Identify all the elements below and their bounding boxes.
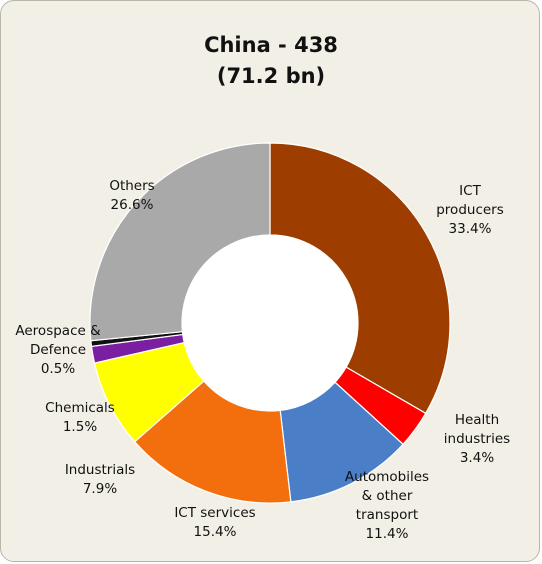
slice-ict [269, 142, 451, 415]
slice-label: Others 26.6% [92, 177, 172, 215]
slice-label: ICT services 15.4% [160, 504, 270, 542]
slice-label: Industrials 7.9% [50, 461, 150, 499]
slice-label-name: Others [109, 178, 155, 194]
slice-label: ICT producers 33.4% [420, 182, 520, 239]
slice-label: Automobiles & other transport 11.4% [332, 468, 442, 544]
slice-label-name: ICT services [174, 505, 256, 521]
slice-label-name: ICT producers [436, 183, 504, 218]
slice-label-value: 7.9% [82, 481, 118, 497]
slice-label: Aerospace & Defence 0.5% [2, 322, 114, 379]
slice-label-value: 0.5% [40, 361, 76, 377]
donut-hole [182, 235, 358, 411]
slice-label-value: 15.4% [193, 524, 237, 540]
slice-label: Health industries 3.4% [432, 411, 522, 468]
slice-label-name: Chemicals [45, 400, 115, 416]
chart-title: China - 438 [204, 33, 338, 57]
slice-ict-services [133, 380, 292, 504]
slice-others [89, 142, 271, 342]
slice-label-name: Industrials [64, 462, 136, 478]
slice-label-value: 33.4% [448, 221, 492, 237]
slice-label-name: Health industries [443, 412, 511, 447]
slice-label-value: 11.4% [365, 526, 409, 542]
slice-label-value: 26.6% [110, 197, 154, 213]
slice-label-name: Automobiles & other transport [344, 469, 430, 523]
slice-label-value: 3.4% [459, 450, 495, 466]
slice-label: Chemicals 1.5% [30, 399, 130, 437]
chart-subtitle: (71.2 bn) [216, 64, 326, 88]
slice-label-value: 1.5% [62, 419, 98, 435]
slice-label-name: Aerospace & Defence [15, 323, 101, 358]
